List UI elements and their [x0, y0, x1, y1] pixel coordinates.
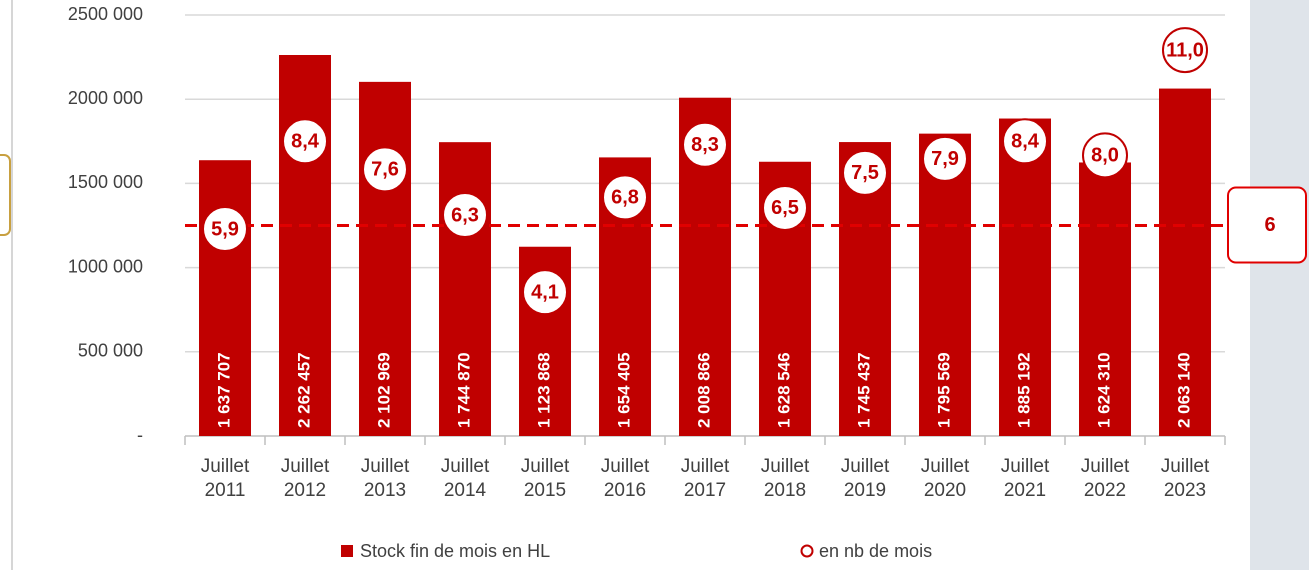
- bar-value-label: 1 628 546: [774, 352, 793, 428]
- month-marker: [202, 206, 248, 253]
- x-tick-label: Juillet 2019: [840, 456, 890, 501]
- month-marker: [442, 191, 488, 238]
- bar-value-label: 2 262 457: [294, 352, 313, 428]
- bar-value-label: 1 654 405: [614, 352, 633, 428]
- legend-swatch: [800, 544, 814, 558]
- month-marker: [922, 135, 968, 182]
- bar-value-label: 1 885 192: [1014, 352, 1033, 428]
- x-tick-label: Juillet 2021: [1000, 456, 1050, 501]
- month-label: 11,0: [1166, 39, 1204, 61]
- x-tick-label: Juillet 2014: [440, 456, 490, 501]
- bar-value-label: 2 102 969: [374, 352, 393, 428]
- bar-value-label: 1 795 569: [934, 352, 953, 428]
- month-marker: [522, 269, 568, 316]
- bar: [439, 142, 491, 437]
- month-label: 8,4: [1011, 131, 1040, 153]
- legend-swatch: [341, 545, 353, 557]
- y-tick-label: 1500 000: [68, 172, 143, 192]
- bar: [999, 118, 1051, 437]
- x-tick-label: Juillet 2013: [360, 456, 410, 501]
- x-tick-label: Juillet 2015: [520, 456, 570, 501]
- month-marker: [1082, 132, 1128, 179]
- side-box: [0, 154, 11, 236]
- bar: [359, 81, 411, 437]
- month-marker: [602, 174, 648, 221]
- x-tick-label: Juillet 2012: [280, 456, 330, 501]
- bar: [1159, 88, 1211, 436]
- bar-value-label: 1 624 310: [1094, 352, 1113, 428]
- legend-label: en nb de mois: [819, 541, 932, 561]
- y-tick-label: -: [137, 425, 143, 445]
- y-tick-label: 2000 000: [68, 88, 143, 108]
- month-label: 5,9: [211, 218, 239, 240]
- month-label: 8,4: [291, 131, 320, 153]
- x-tick-label: Juillet 2023: [1160, 456, 1210, 501]
- x-tick-label: Juillet 2020: [920, 456, 970, 501]
- side-panel: [1250, 0, 1309, 570]
- month-label: 7,9: [931, 148, 959, 170]
- bar: [1079, 162, 1131, 437]
- month-label: 6,5: [771, 197, 799, 219]
- y-tick-label: 1000 000: [68, 256, 143, 276]
- month-label: 8,0: [1091, 145, 1119, 167]
- month-label: 7,6: [371, 159, 399, 181]
- x-tick-label: Juillet 2016: [600, 456, 650, 501]
- month-label: 6,8: [611, 187, 639, 209]
- y-tick-label: 500 000: [78, 341, 143, 361]
- y-tick-label: 2500 000: [68, 4, 143, 24]
- bar-value-label: 1 637 707: [214, 352, 233, 428]
- reference-label: 6: [1264, 214, 1275, 236]
- month-marker: [842, 149, 888, 196]
- month-marker: [1162, 27, 1208, 74]
- x-tick-label: Juillet 2018: [760, 456, 810, 501]
- bar-value-label: 1 745 437: [854, 352, 873, 428]
- month-marker: [362, 146, 408, 193]
- month-marker: [1002, 118, 1048, 165]
- month-marker: [682, 121, 728, 168]
- bar-value-label: 1 744 870: [454, 352, 473, 428]
- month-marker: [762, 184, 808, 231]
- bar: [919, 133, 971, 437]
- bar-value-label: 2 008 866: [694, 352, 713, 428]
- x-tick-label: Juillet 2017: [680, 456, 730, 501]
- x-tick-label: Juillet 2011: [200, 456, 250, 501]
- month-label: 4,1: [531, 281, 559, 303]
- month-marker: [282, 118, 328, 165]
- reference-label-box: [1227, 186, 1307, 264]
- bar-value-label: 2 063 140: [1174, 352, 1193, 428]
- legend-label: Stock fin de mois en HL: [360, 541, 550, 561]
- month-label: 8,3: [691, 134, 719, 156]
- x-tick-label: Juillet 2022: [1080, 456, 1130, 501]
- month-label: 6,3: [451, 204, 479, 226]
- bar-value-label: 1 123 868: [534, 352, 553, 428]
- month-label: 7,5: [851, 162, 879, 184]
